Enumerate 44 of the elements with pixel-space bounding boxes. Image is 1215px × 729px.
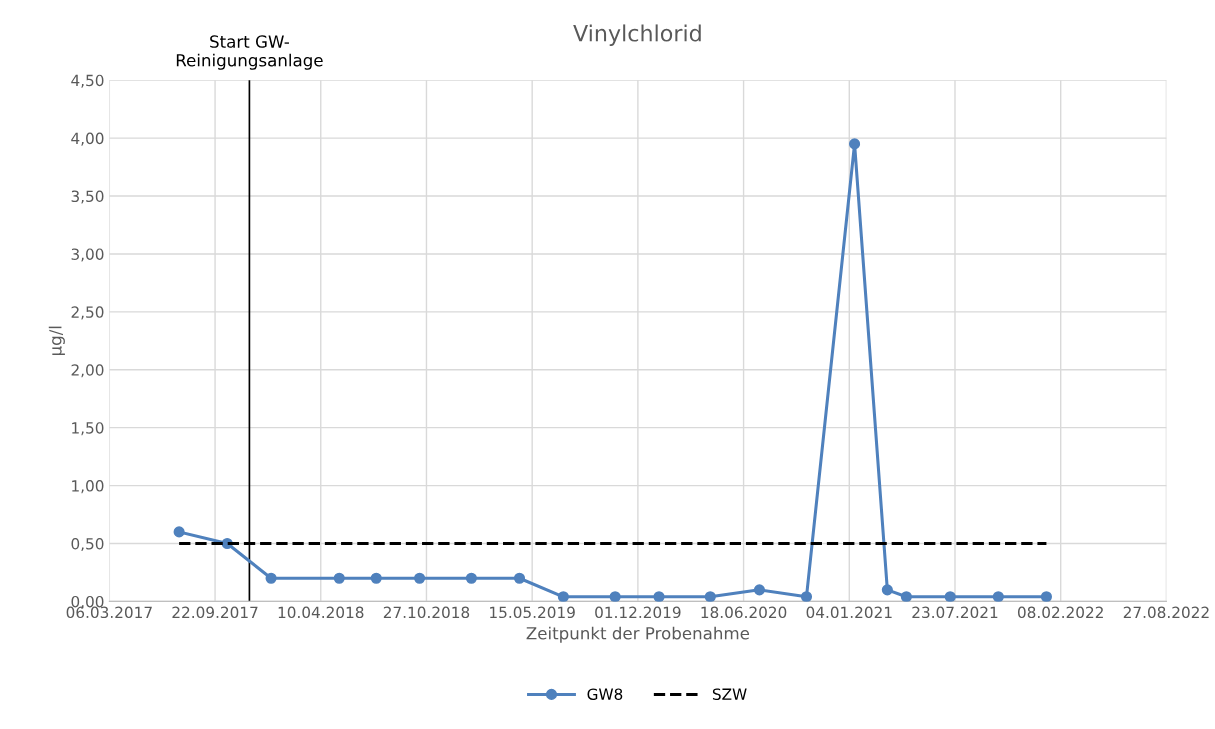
x-tick-label: 10.04.2018: [278, 606, 364, 619]
x-tick-label: 27.08.2022: [1123, 606, 1209, 619]
point: [557, 591, 569, 602]
point: [992, 591, 1004, 602]
y-tick-label: 3,50: [71, 190, 104, 204]
y-axis-title: µg/l: [48, 326, 65, 356]
x-tick-label: 27.10.2018: [383, 606, 470, 619]
point: [265, 572, 277, 584]
chart-title: Vinylchlorid: [573, 24, 701, 46]
point: [704, 591, 716, 602]
point: [800, 591, 813, 602]
point: [900, 591, 912, 602]
point: [753, 584, 765, 596]
point: [513, 572, 526, 584]
x-axis-title: Zeitpunkt der Probenahme: [526, 626, 750, 643]
y-tick-label: 0,50: [71, 537, 104, 552]
point: [465, 572, 477, 584]
y-tick-label: 3,00: [71, 248, 104, 262]
x-tick-label: 22.09.2017: [172, 606, 258, 619]
x-tick-label: 18.06.2020: [701, 606, 787, 619]
x-tick-label: 15.05.2019: [490, 606, 575, 619]
point: [333, 572, 345, 584]
legend-label: GW8: [587, 688, 623, 700]
point: [414, 572, 426, 584]
point: [944, 591, 956, 602]
y-tick-label: 1,50: [72, 422, 104, 436]
x-tick-label: 04.01.2021: [806, 606, 892, 619]
x-tick-label: 08.02.2022: [1017, 606, 1103, 619]
point: [881, 584, 893, 596]
point: [609, 591, 621, 602]
point: [370, 572, 382, 584]
point: [849, 138, 861, 150]
legend-label: SZW: [712, 688, 747, 700]
y-tick-label: 4,00: [71, 132, 104, 146]
y-tick-label: 4,50: [71, 74, 104, 88]
x-tick-label: 01.12.2019: [595, 606, 681, 619]
point: [1040, 591, 1052, 602]
point: [173, 526, 185, 538]
x-tick-label: 23.07.2021: [912, 606, 998, 619]
point: [653, 591, 665, 602]
y-tick-label: 2,50: [71, 306, 104, 320]
y-tick-label: 1,00: [72, 480, 104, 494]
y-tick-label: 2,00: [71, 364, 104, 378]
ref-line-label: Start GW- Reinigungsanlage: [176, 35, 323, 70]
